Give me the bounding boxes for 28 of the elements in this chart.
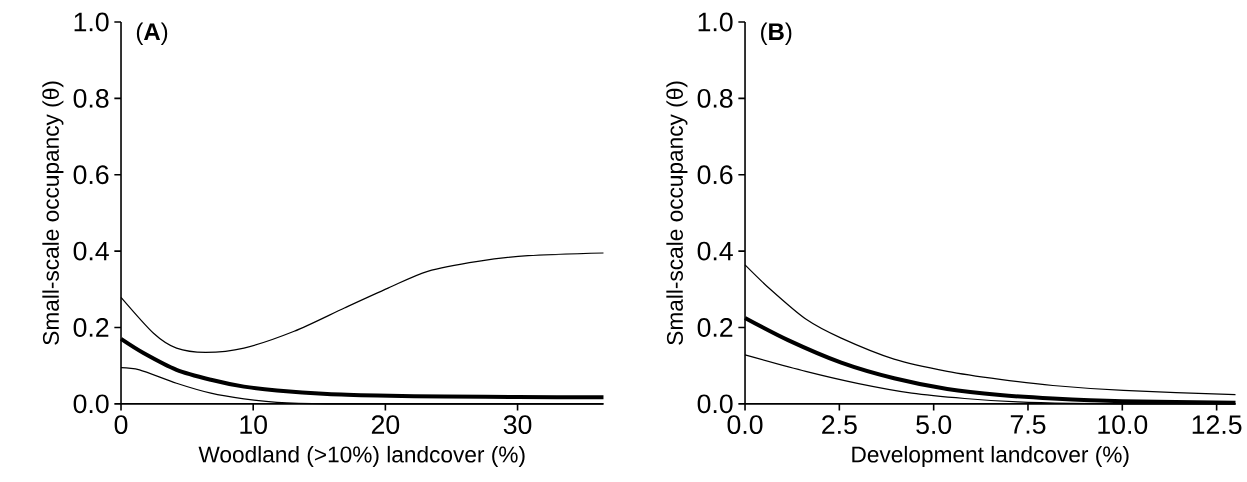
- y-tick-label: 0.6: [697, 165, 733, 185]
- y-axis-title: Small-scale occupancy (θ): [666, 81, 688, 345]
- y-tick-label: 1.0: [698, 12, 733, 32]
- x-axis-title: Development landcover (%): [852, 445, 1129, 468]
- x-tick-label: 2.5: [822, 415, 857, 435]
- y-tick-label: 0.8: [73, 89, 109, 108]
- y-tick-label: 0.2: [697, 318, 733, 337]
- y-tick-label: 0.6: [73, 165, 109, 185]
- x-tick-label: 10: [240, 415, 267, 435]
- x-tick-label: 10.0: [1098, 415, 1148, 435]
- x-tick-label: 0: [114, 415, 128, 435]
- y-tick-label: 0.4: [697, 241, 733, 261]
- x-tick-label: 5.0: [916, 415, 952, 435]
- x-tick-label: 20: [371, 415, 400, 435]
- x-axis-title: Woodland (>10%) landcover (%): [198, 445, 525, 468]
- x-tick-label: 7.5: [1010, 415, 1046, 434]
- x-tick-label: 30: [503, 415, 532, 435]
- x-tick-label: 0.0: [727, 415, 763, 435]
- chart-title: (A): [136, 22, 168, 45]
- y-tick-label: 0.4: [73, 241, 109, 261]
- y-tick-label: 0.8: [697, 89, 733, 108]
- x-tick-label: 12.5: [1192, 415, 1242, 435]
- y-axis-title: Small-scale occupancy (θ): [42, 81, 64, 345]
- y-tick-label: 0.0: [73, 394, 109, 414]
- y-tick-label: 0.0: [697, 394, 733, 414]
- y-tick-label: 0.2: [73, 318, 109, 337]
- y-tick-label: 1.0: [74, 12, 109, 32]
- chart-title: (B): [761, 22, 792, 45]
